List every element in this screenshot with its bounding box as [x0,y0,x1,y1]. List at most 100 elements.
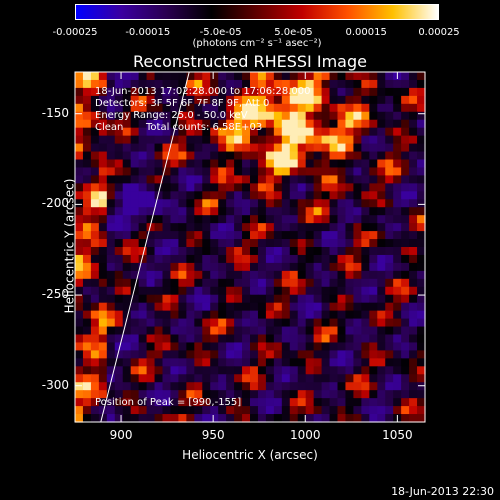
heatmap-cell [337,199,347,208]
heatmap-cell [401,159,410,169]
heatmap-cell [106,215,116,224]
heatmap-cell [162,247,172,256]
heatmap-cell [210,207,219,216]
heatmap-cell [377,342,386,352]
heatmap-cell [257,127,267,137]
heatmap-cell [122,414,132,423]
heatmap-cell [361,366,370,375]
heatmap-cell [281,318,291,328]
heatmap-cell [234,175,243,184]
heatmap-cell [122,207,132,216]
heatmap-cell [186,247,195,256]
heatmap-cell [178,183,187,192]
heatmap-cell [289,278,299,288]
heatmap-cell [138,326,148,336]
heatmap-cell [234,135,243,145]
heatmap-cell [162,358,172,367]
heatmap-cell [353,239,362,248]
heatmap-cell [353,72,362,81]
heatmap-cell [82,167,92,177]
heatmap-cell [226,366,235,375]
heatmap-cell [345,262,355,272]
heatmap-cell [385,135,394,145]
heatmap-cell [265,382,275,391]
heatmap-cell [210,406,219,415]
heatmap-cell [122,334,132,344]
heatmap-cell [90,231,100,240]
heatmap-cell [226,207,235,216]
heatmap-cell [369,318,378,328]
heatmap-cell [321,111,331,121]
heatmap-cell [265,159,275,169]
heatmap-cell [353,270,362,280]
heatmap-cell [250,239,259,248]
heatmap-cell [122,223,132,232]
heatmap-cell [226,278,235,288]
heatmap-cell [202,390,211,399]
heatmap-cell [146,414,156,423]
annotation-method: Clean [95,122,124,133]
heatmap-cell [417,342,426,352]
heatmap-cell [138,143,148,153]
heatmap-cell [170,135,180,145]
heatmap-cell [273,310,283,320]
heatmap-cell [297,278,307,288]
heatmap-cell [242,159,251,169]
heatmap-cell [417,95,426,105]
heatmap-cell [345,151,355,161]
heatmap-cell [170,159,180,169]
heatmap-cell [186,223,195,232]
heatmap-cell [226,215,235,224]
heatmap-cell [337,111,347,121]
heatmap-cell [329,326,339,336]
heatmap-cell [234,334,243,344]
heatmap-cell [313,350,323,359]
heatmap-cell [242,103,251,113]
heatmap-cell [377,207,386,216]
heatmap-cell [218,199,227,208]
heatmap-cell [130,326,140,336]
heatmap-cell [321,350,331,359]
heatmap-cell [106,390,116,399]
heatmap-cell [82,382,92,391]
heatmap-cell [242,72,251,81]
heatmap-cell [98,318,108,328]
heatmap-cell [75,334,84,344]
heatmap-cell [106,191,116,200]
heatmap-cell [385,334,394,344]
heatmap-cell [170,374,180,383]
heatmap-cell [242,374,251,383]
heatmap-cell [385,215,394,224]
heatmap-cell [297,286,307,296]
heatmap-cell [138,87,148,97]
heatmap-cell [186,175,195,184]
heatmap-cell [162,191,172,200]
heatmap-cell [265,167,275,177]
heatmap-cell [313,382,323,391]
heatmap-cell [401,199,410,208]
heatmap-cell [250,127,259,137]
heatmap-cell [393,262,402,272]
heatmap-cell [265,215,275,224]
heatmap-cell [385,167,394,177]
heatmap-cell [114,239,124,248]
heatmap-cell [273,231,283,240]
heatmap-cell [162,366,172,375]
heatmap-cell [122,231,132,240]
heatmap-cell [90,318,100,328]
plot-frame [74,71,426,423]
heatmap-cell [385,382,394,391]
heatmap-cell [242,135,251,145]
heatmap-cell [146,111,156,121]
heatmap-cell [377,318,386,328]
heatmap-cell [273,183,283,192]
heatmap-cell [257,398,267,407]
heatmap-cell [385,231,394,240]
heatmap-cell [345,374,355,383]
heatmap-cell [313,406,323,415]
heatmap-cell [106,406,116,415]
heatmap-cell [130,199,140,208]
heatmap-cell [305,127,315,137]
heatmap-cell [393,278,402,288]
heatmap-cell [106,119,116,129]
